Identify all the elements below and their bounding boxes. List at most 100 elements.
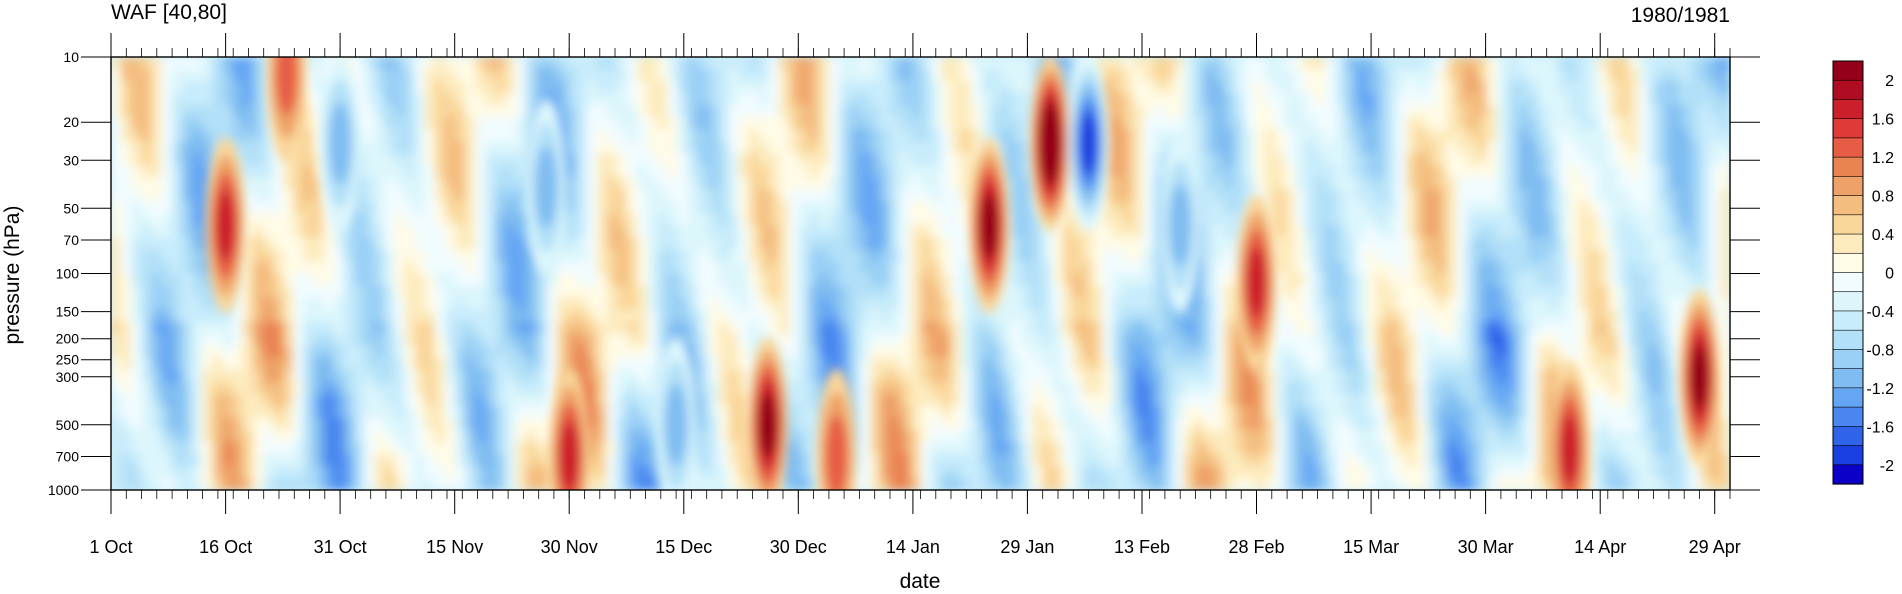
heatmap-cell bbox=[151, 309, 163, 323]
heatmap-cell bbox=[890, 369, 901, 383]
heatmap-cell bbox=[687, 345, 699, 359]
heatmap-cell bbox=[242, 429, 254, 443]
heatmap-cell bbox=[161, 477, 173, 490]
heatmap-cell bbox=[353, 201, 365, 214]
heatmap-cell bbox=[1062, 369, 1073, 383]
heatmap-cell bbox=[849, 249, 861, 263]
heatmap-cell bbox=[576, 273, 588, 287]
heatmap-cell bbox=[1173, 105, 1185, 118]
heatmap-cell bbox=[171, 357, 183, 371]
heatmap-cell bbox=[1436, 249, 1448, 263]
heatmap-cell bbox=[1436, 357, 1448, 371]
heatmap-cell bbox=[606, 381, 618, 395]
heatmap-cell bbox=[1062, 297, 1073, 311]
heatmap-cell bbox=[556, 309, 567, 323]
heatmap-cell bbox=[1122, 261, 1134, 275]
heatmap-cell bbox=[1416, 177, 1428, 190]
heatmap-cell bbox=[1122, 321, 1134, 335]
heatmap-cell bbox=[151, 261, 163, 275]
heatmap-cell bbox=[576, 213, 588, 226]
heatmap-cell bbox=[1153, 357, 1164, 371]
heatmap-cell bbox=[1335, 141, 1347, 154]
heatmap-cell bbox=[1052, 345, 1063, 359]
heatmap-cell bbox=[1507, 297, 1519, 311]
heatmap-cell bbox=[363, 237, 375, 251]
heatmap-cell bbox=[788, 57, 800, 70]
heatmap-cell bbox=[647, 105, 659, 118]
heatmap-cell bbox=[930, 69, 942, 82]
heatmap-cell bbox=[535, 417, 547, 431]
heatmap-cell bbox=[131, 357, 142, 371]
heatmap-cell bbox=[940, 69, 952, 82]
heatmap-cell bbox=[1082, 417, 1094, 431]
heatmap-cell bbox=[667, 141, 679, 154]
heatmap-cell bbox=[444, 285, 456, 299]
heatmap-cell bbox=[799, 129, 810, 142]
heatmap-cell bbox=[1052, 249, 1063, 263]
heatmap-cell bbox=[1001, 153, 1013, 166]
heatmap-cell bbox=[657, 309, 669, 323]
heatmap-cell bbox=[1011, 69, 1023, 82]
heatmap-cell bbox=[1325, 57, 1336, 70]
heatmap-cell bbox=[920, 333, 932, 347]
heatmap-cell bbox=[495, 225, 507, 239]
heatmap-cell bbox=[930, 105, 942, 118]
heatmap-cell bbox=[1031, 57, 1043, 70]
heatmap-cell bbox=[1112, 453, 1124, 467]
heatmap-cell bbox=[718, 333, 729, 347]
heatmap-cell bbox=[191, 153, 203, 166]
heatmap-cell bbox=[637, 453, 648, 467]
heatmap-cell bbox=[920, 81, 932, 94]
heatmap-cell bbox=[384, 285, 395, 299]
heatmap-cell bbox=[242, 177, 254, 190]
heatmap-cell bbox=[1102, 345, 1114, 359]
heatmap-cell bbox=[171, 453, 183, 467]
heatmap-cell bbox=[525, 441, 537, 455]
heatmap-cell bbox=[940, 57, 952, 70]
heatmap-cell bbox=[697, 333, 709, 347]
heatmap-cell bbox=[708, 417, 719, 431]
heatmap-cell bbox=[202, 429, 213, 443]
heatmap-cell bbox=[1315, 453, 1326, 467]
heatmap-cell bbox=[1041, 357, 1053, 371]
heatmap-cell bbox=[1031, 333, 1043, 347]
heatmap-cell bbox=[202, 105, 213, 118]
heatmap-cell bbox=[1052, 441, 1063, 455]
heatmap-cell bbox=[758, 213, 770, 226]
heatmap-cell bbox=[374, 81, 385, 94]
heatmap-cell bbox=[1284, 249, 1296, 263]
heatmap-cell bbox=[697, 261, 709, 275]
heatmap-cell bbox=[1224, 69, 1235, 82]
heatmap-cell bbox=[1507, 249, 1519, 263]
heatmap-cell bbox=[778, 309, 790, 323]
heatmap-cell bbox=[900, 249, 911, 263]
heatmap-cell bbox=[333, 345, 345, 359]
heatmap-cell bbox=[1021, 321, 1033, 335]
heatmap-cell bbox=[293, 141, 304, 154]
heatmap-cell bbox=[799, 345, 810, 359]
heatmap-cell bbox=[404, 393, 416, 407]
heatmap-cell bbox=[1001, 405, 1013, 419]
heatmap-cell bbox=[687, 153, 699, 166]
heatmap-cell bbox=[1183, 309, 1195, 323]
heatmap-cell bbox=[171, 237, 183, 251]
heatmap-cell bbox=[637, 213, 648, 226]
heatmap-cell bbox=[1122, 237, 1134, 251]
heatmap-cell bbox=[121, 453, 132, 467]
heatmap-cell bbox=[596, 309, 608, 323]
heatmap-cell bbox=[1254, 405, 1266, 419]
heatmap-cell bbox=[910, 141, 922, 154]
heatmap-cell bbox=[1477, 429, 1488, 443]
heatmap-cell bbox=[799, 93, 810, 106]
heatmap-cell bbox=[363, 165, 375, 178]
heatmap-cell bbox=[586, 93, 598, 106]
heatmap-cell bbox=[151, 93, 163, 106]
heatmap-cell bbox=[171, 57, 183, 70]
heatmap-cell bbox=[849, 297, 861, 311]
heatmap-cell bbox=[444, 105, 456, 118]
heatmap-cell bbox=[930, 321, 942, 335]
heatmap-cell bbox=[262, 237, 274, 251]
heatmap-cell bbox=[444, 93, 456, 106]
heatmap-cell bbox=[971, 117, 982, 130]
heatmap-cell bbox=[1406, 465, 1417, 479]
